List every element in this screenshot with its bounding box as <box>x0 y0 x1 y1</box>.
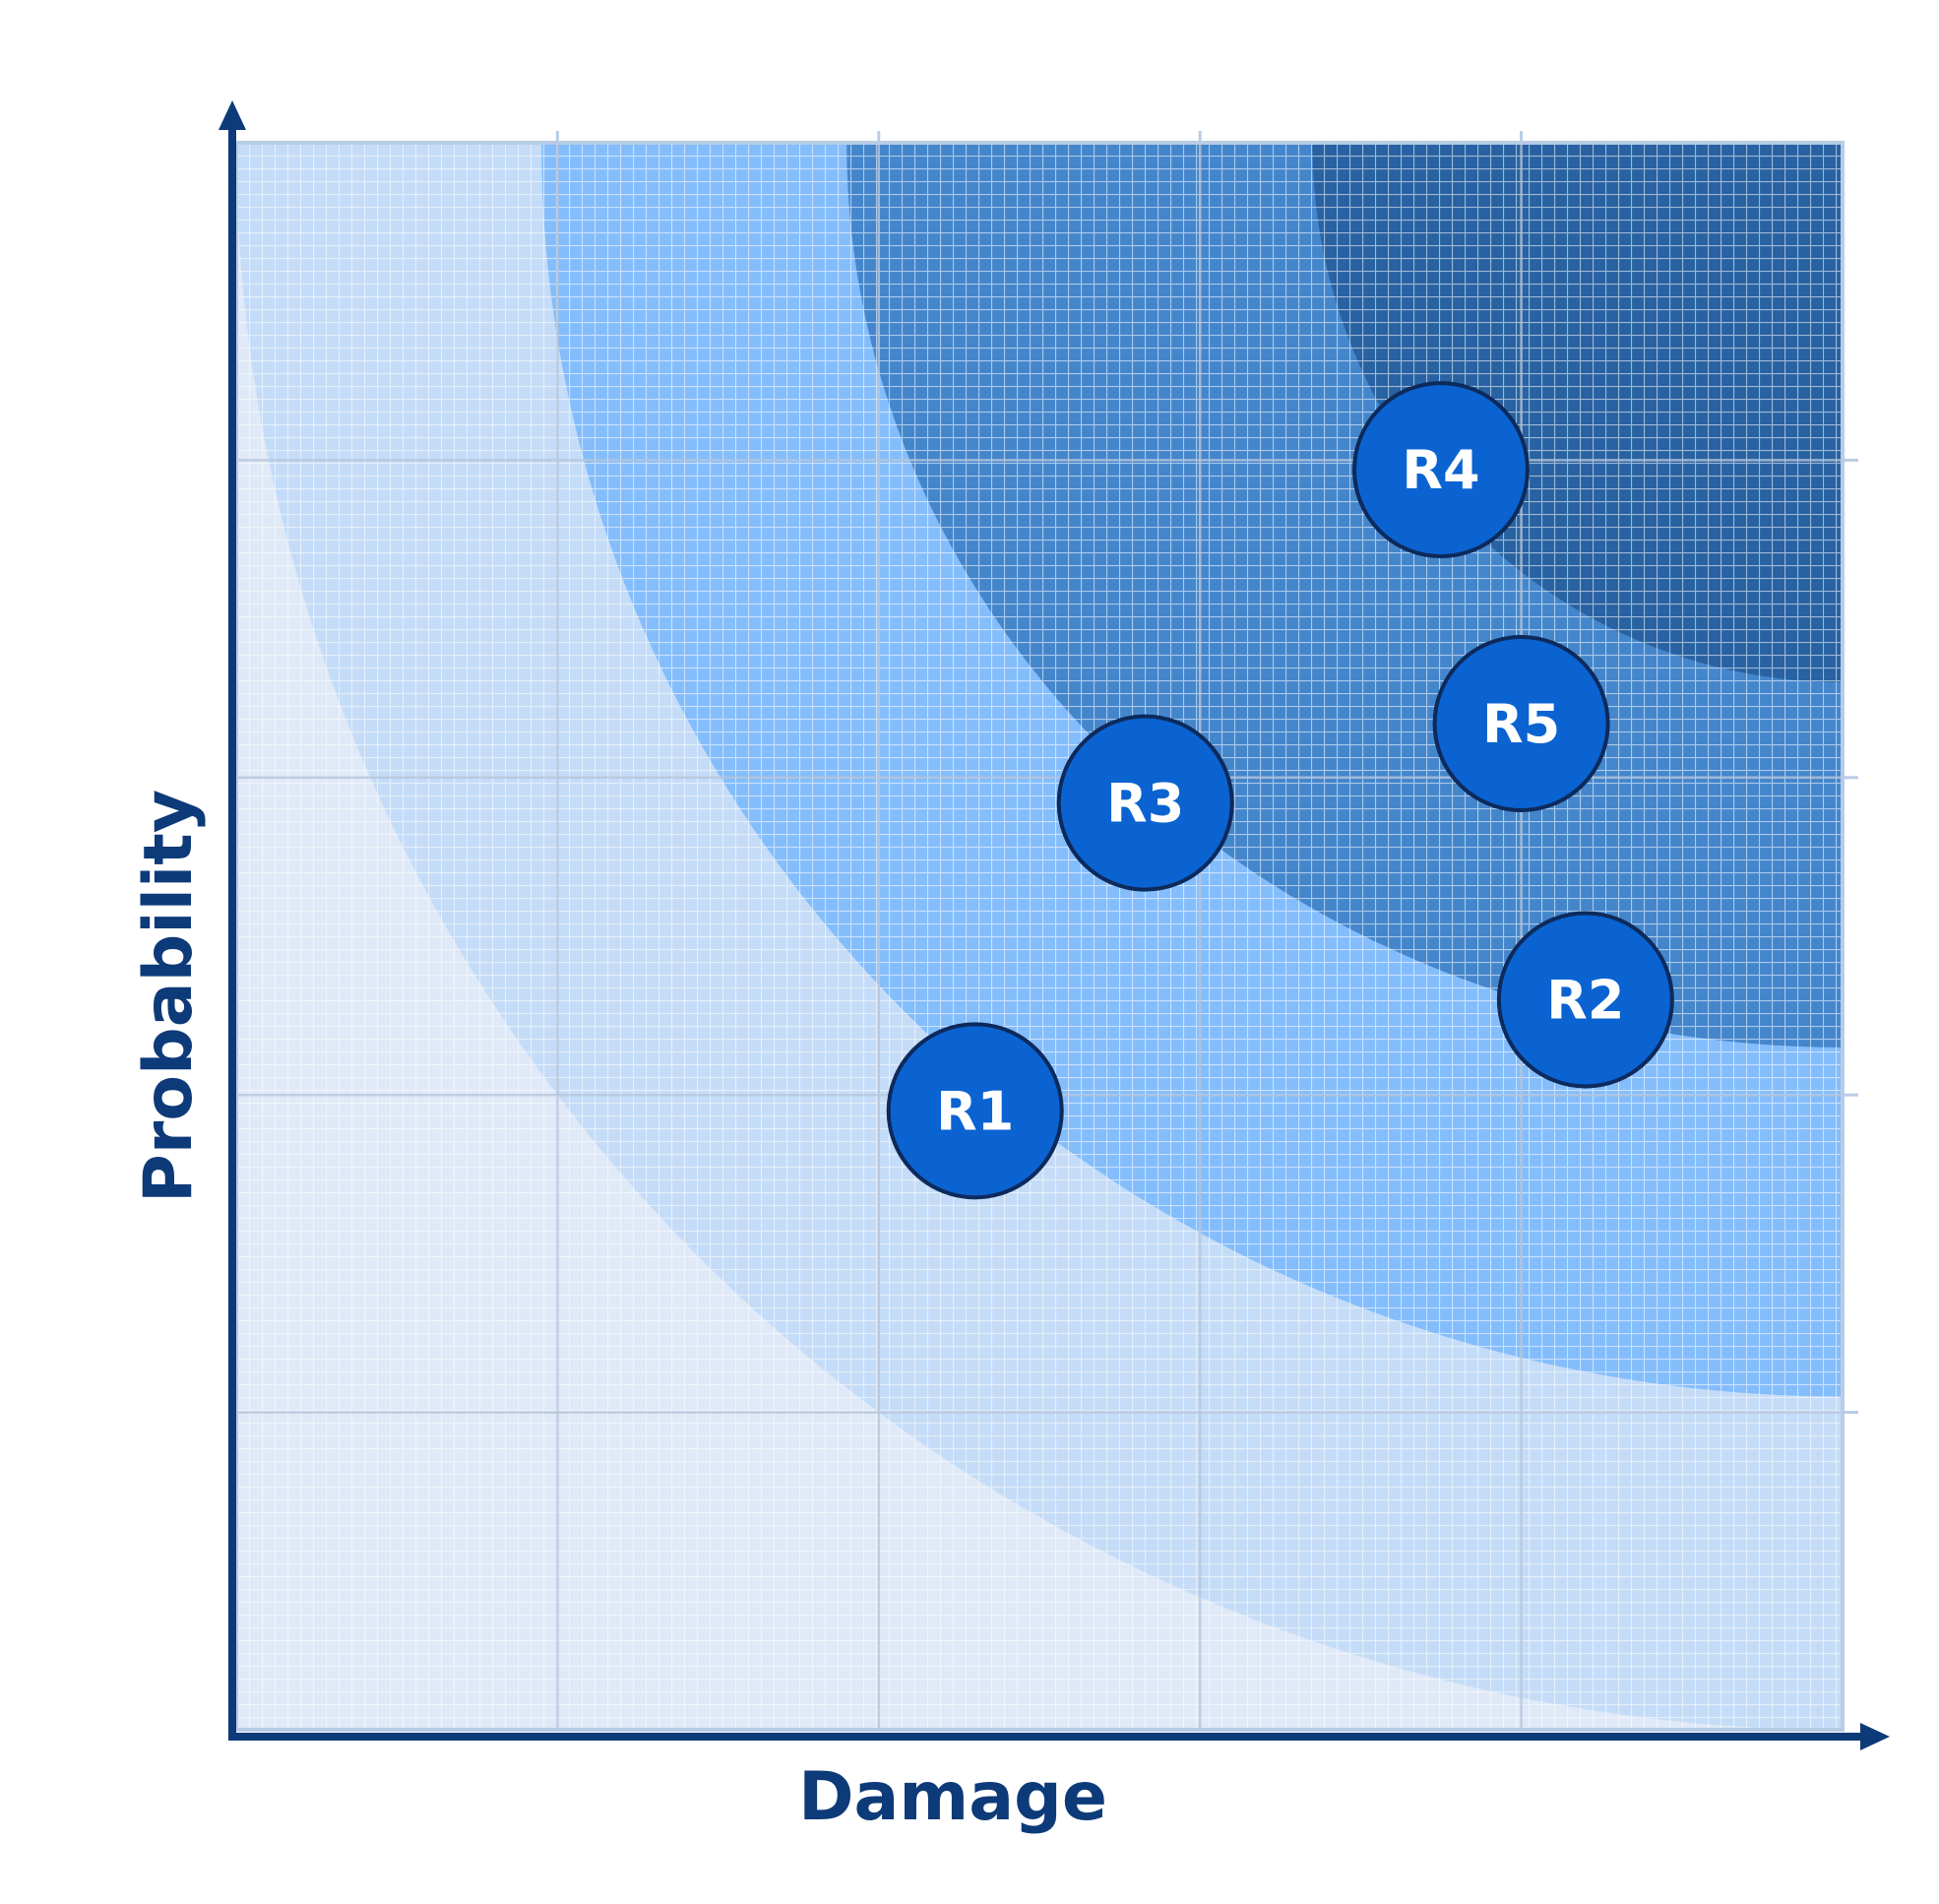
risk-label: R1 <box>936 1080 1014 1142</box>
risk-marker <box>1432 634 1610 812</box>
risk-point: R5 <box>1432 634 1610 812</box>
risk-label: R2 <box>1546 969 1624 1031</box>
x-axis-arrow-icon <box>1860 1723 1890 1750</box>
risk-marker <box>1496 911 1674 1089</box>
axis-ticks <box>555 131 1858 1415</box>
risk-point: R4 <box>1352 381 1530 559</box>
risk-markers: R1 R2 R3 R4 R5 <box>886 381 1674 1200</box>
y-axis-title: Probability <box>130 790 208 1203</box>
risk-label: R3 <box>1106 773 1184 835</box>
risk-point: R2 <box>1496 911 1674 1089</box>
risk-point: R1 <box>886 1022 1064 1200</box>
risk-marker <box>1352 381 1530 559</box>
risk-point: R3 <box>1056 714 1234 892</box>
risk-label: R5 <box>1482 693 1560 755</box>
risk-marker <box>1056 714 1234 892</box>
x-axis-title: Damage <box>798 1758 1107 1836</box>
axes <box>219 100 1890 1750</box>
risk-label: R4 <box>1402 439 1479 501</box>
y-axis-arrow-icon <box>219 100 246 130</box>
risk-marker <box>886 1022 1064 1200</box>
